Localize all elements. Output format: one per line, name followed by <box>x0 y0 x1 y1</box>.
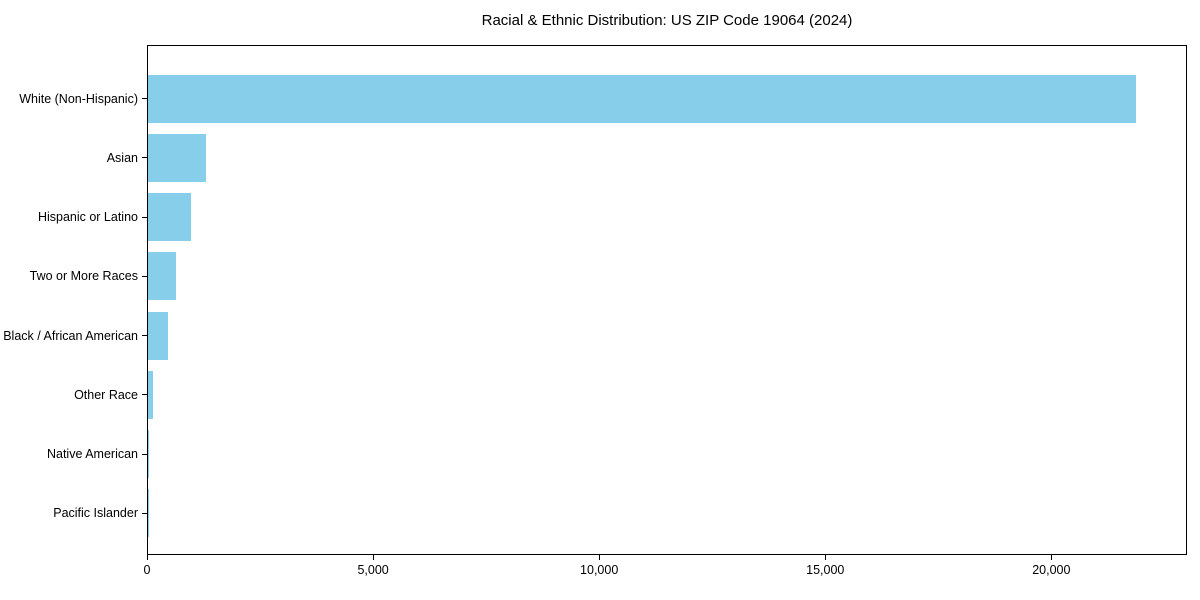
y-tick-mark <box>142 216 147 218</box>
y-tick-label: Native American <box>46 447 138 462</box>
y-tick-mark <box>142 98 147 100</box>
bar-row-two-or-more-races: Two or More Races <box>30 247 1186 306</box>
chart-title: Racial & Ethnic Distribution: US ZIP Cod… <box>481 12 853 29</box>
bar-row-other-race: Other Race <box>74 365 1186 424</box>
bar-other-race <box>148 370 154 419</box>
y-tick-mark <box>142 275 147 277</box>
y-tick-mark <box>142 335 147 337</box>
bar-black-african-american <box>148 311 169 360</box>
y-tick-label: Pacific Islander <box>53 506 138 521</box>
x-tick-mark <box>598 555 600 560</box>
bar-row-pacific-islander: Pacific Islander <box>53 484 1186 543</box>
x-tick-mark <box>146 555 148 560</box>
y-tick-mark <box>142 157 147 159</box>
x-tick-mark <box>824 555 826 560</box>
y-tick-label: Hispanic or Latino <box>37 210 138 225</box>
bar-two-or-more-races <box>148 252 177 301</box>
y-tick-label: White (Non-Hispanic) <box>19 91 138 106</box>
bar-row-asian: Asian <box>107 128 1186 187</box>
y-tick-mark <box>142 512 147 514</box>
x-tick-label: 0 <box>143 563 151 577</box>
bar-row-black-african-american: Black / African American <box>3 306 1186 365</box>
x-tick-mark <box>1050 555 1052 560</box>
y-tick-mark <box>142 453 147 455</box>
bar-white-non-hispanic <box>148 74 1137 123</box>
y-tick-mark <box>142 394 147 396</box>
x-tick-label: 5,000 <box>357 563 389 577</box>
bar-asian <box>148 133 206 182</box>
y-tick-label: Two or More Races <box>29 269 138 284</box>
bar-rows-container: White (Non-Hispanic) Asian Hispanic or Lat… <box>3 46 1186 554</box>
x-axis: 0 5,000 10,000 15,000 20,000 <box>143 555 1187 585</box>
bar-native-american <box>148 430 150 479</box>
y-tick-label: Other Race <box>74 387 138 402</box>
plot-area: White (Non-Hispanic) Asian Hispanic or Lat… <box>3 45 1187 555</box>
bar-hispanic-or-latino <box>148 193 191 242</box>
x-tick-label: 15,000 <box>806 563 845 577</box>
bar-row-white-non-hispanic: White (Non-Hispanic) <box>19 69 1186 128</box>
x-tick-label: 10,000 <box>580 563 619 577</box>
x-tick-mark <box>372 555 374 560</box>
x-tick-label: 20,000 <box>1032 563 1071 577</box>
bar-row-native-american: Native American <box>47 425 1186 484</box>
y-tick-label: Asian <box>106 150 138 165</box>
y-tick-label: Black / African American <box>3 328 138 343</box>
bar-row-hispanic-or-latino: Hispanic or Latino <box>38 188 1186 247</box>
